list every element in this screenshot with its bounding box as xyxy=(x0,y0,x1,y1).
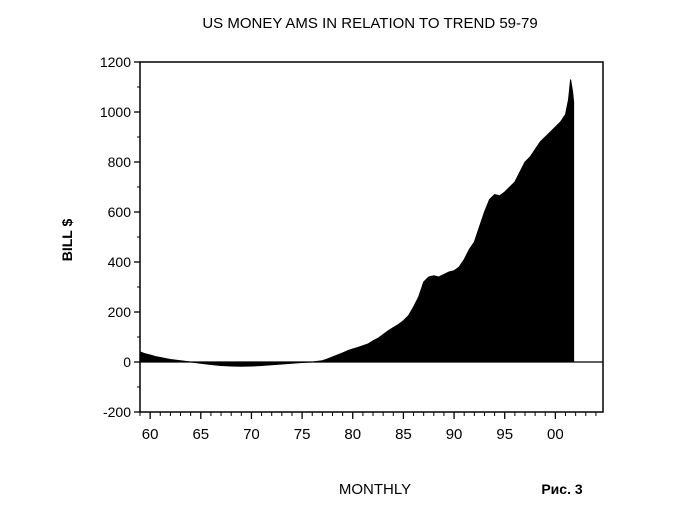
y-tick-label: 1000 xyxy=(100,104,131,120)
x-tick-label: 60 xyxy=(142,426,159,443)
y-tick-label: 200 xyxy=(108,304,132,320)
x-axis-ticks: 60 65 70 75 80 85 90 95 00 xyxy=(139,412,597,443)
y-axis-ticks: -200 0 200 400 600 800 1000 1200 xyxy=(100,54,140,420)
y-tick-label: 0 xyxy=(123,354,131,370)
x-tick-label: 65 xyxy=(192,426,209,443)
y-tick-label: 800 xyxy=(108,154,132,170)
area-series-group xyxy=(139,79,575,367)
y-tick-label: -200 xyxy=(103,404,131,420)
x-tick-label: 00 xyxy=(547,426,564,443)
x-tick-label: 70 xyxy=(243,426,260,443)
x-tick-label: 90 xyxy=(446,426,463,443)
y-tick-label: 400 xyxy=(108,254,132,270)
figure-label: Рис. 3 xyxy=(541,481,583,497)
chart-title: US MONEY AMS IN RELATION TO TREND 59-79 xyxy=(202,15,537,32)
x-tick-label: 80 xyxy=(344,426,361,443)
area-series-0 xyxy=(139,79,575,367)
y-axis-label: BILL $ xyxy=(59,219,75,262)
x-tick-label: 85 xyxy=(395,426,412,443)
y-tick-label: 1200 xyxy=(100,54,131,70)
x-tick-label: 75 xyxy=(294,426,311,443)
x-tick-label: 95 xyxy=(496,426,513,443)
x-axis-label: MONTHLY xyxy=(339,481,411,498)
y-tick-label: 600 xyxy=(108,204,132,220)
